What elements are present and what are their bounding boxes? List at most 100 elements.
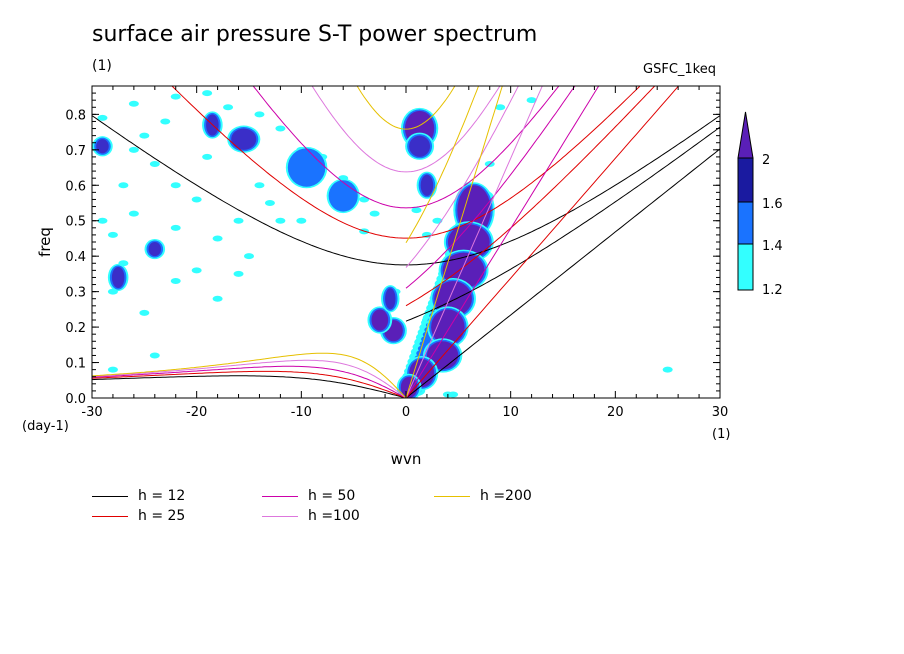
- y-axis-label: freq: [36, 227, 54, 257]
- kelvin-curve: [405, 86, 680, 398]
- rossby-curve: [92, 352, 407, 398]
- contour-speckle: [662, 366, 673, 373]
- contour-speckle: [128, 210, 139, 217]
- colorbar-arrow: [737, 111, 754, 159]
- rossby-curve: [92, 365, 407, 398]
- contour-speckle: [149, 161, 160, 167]
- colorbar-segment: [737, 157, 754, 203]
- contour-speckle: [411, 207, 422, 214]
- legend-label: h = 12: [138, 488, 186, 504]
- legend-swatch: [262, 515, 298, 517]
- contour-blob: [330, 181, 356, 211]
- x-tick-label: 30: [712, 405, 729, 420]
- rossby-curve: [92, 375, 407, 398]
- contour-speckle: [359, 196, 370, 203]
- contour-speckle: [170, 224, 181, 231]
- contour-speckle: [128, 100, 139, 107]
- mrg-curve: [405, 126, 720, 322]
- contour-speckle: [202, 153, 213, 160]
- contour-speckle: [149, 352, 160, 359]
- colorbar-label: 1.4: [762, 239, 783, 254]
- contour-speckle: [97, 217, 108, 224]
- model-label: GSFC_1keq: [643, 62, 716, 77]
- x-tick-label: -30: [81, 405, 102, 420]
- y-tick-label: 0.3: [65, 286, 86, 301]
- y-tick-label: 0.0: [65, 392, 86, 407]
- contour-speckle: [296, 217, 307, 224]
- x-tick-label: 0: [402, 405, 410, 420]
- chart-title: surface air pressure S-T power spectrum: [92, 22, 538, 47]
- contour-speckle: [107, 366, 118, 373]
- inertia-gravity-curve: [252, 86, 560, 209]
- contour-speckle: [212, 295, 223, 302]
- kelvin-curve: [405, 148, 720, 398]
- y-tick-label: 0.2: [65, 321, 86, 336]
- contour-blob: [289, 149, 324, 186]
- colorbar-label: 1.6: [762, 197, 783, 212]
- contour-speckle: [264, 200, 275, 206]
- contour-speckle: [118, 182, 129, 189]
- contour-speckle: [139, 309, 150, 316]
- contour-speckle: [526, 97, 537, 104]
- contour-speckle: [275, 217, 286, 224]
- top-units-label: (1): [92, 58, 112, 74]
- kelvin-curve: [405, 86, 503, 398]
- legend-label: h =100: [308, 508, 360, 524]
- contour-blob: [371, 309, 389, 331]
- legend-item-h50: h = 50: [262, 488, 355, 504]
- contour-speckle: [244, 253, 254, 260]
- mrg-curve: [405, 86, 480, 244]
- contour-speckle: [107, 231, 118, 238]
- legend-label: h = 25: [138, 508, 186, 524]
- contour-speckle: [369, 210, 380, 217]
- plot-area: [92, 86, 720, 398]
- kelvin-curve: [405, 86, 600, 398]
- contour-speckle: [212, 235, 223, 242]
- x-unit-label: (1): [712, 427, 730, 442]
- legend-swatch: [92, 515, 128, 517]
- colorbar-segment: [737, 201, 754, 245]
- legend-label: h =200: [480, 488, 532, 504]
- legend-swatch: [434, 495, 470, 497]
- contour-blob: [431, 309, 465, 345]
- x-tick-label: -20: [186, 405, 207, 420]
- contour-speckle: [495, 104, 506, 111]
- y-tick-label: 0.1: [65, 357, 86, 372]
- y-tick-label: 0.6: [65, 179, 86, 194]
- y-unit-label: (day-1): [22, 419, 69, 434]
- contour-blob: [409, 135, 431, 157]
- x-tick-label: -10: [291, 405, 312, 420]
- colorbar-label: 1.2: [762, 283, 783, 298]
- mrg-curve: [405, 86, 519, 268]
- inertia-gravity-curve: [92, 115, 720, 266]
- legend-swatch: [92, 495, 128, 497]
- contour-speckle: [448, 391, 459, 398]
- contour-speckle: [128, 146, 139, 153]
- y-tick-label: 0.4: [65, 250, 86, 265]
- y-tick-label: 0.8: [65, 108, 86, 123]
- contour-speckle: [254, 111, 265, 118]
- contour-speckle: [233, 217, 244, 224]
- contour-speckle: [170, 278, 181, 284]
- x-tick-label: 10: [502, 405, 519, 420]
- mrg-curve: [405, 86, 656, 307]
- contour-blob: [111, 266, 125, 289]
- rossby-curve: [92, 370, 407, 398]
- kelvin-curve: [405, 86, 543, 398]
- contour-blob: [420, 174, 434, 196]
- legend-swatch: [262, 495, 298, 497]
- y-tick-label: 0.5: [65, 215, 86, 230]
- contour-speckle: [223, 104, 234, 111]
- contour-blob: [231, 128, 257, 150]
- contour-speckle: [233, 270, 244, 277]
- contour-speckle: [191, 267, 202, 274]
- colorbar-segment: [737, 243, 754, 291]
- legend-item-h100: h =100: [262, 508, 360, 524]
- contour-speckle: [160, 118, 171, 125]
- x-axis-label: wvn: [391, 450, 422, 468]
- contour-speckle: [170, 93, 181, 100]
- colorbar-label: 2: [762, 153, 770, 168]
- contour-blob: [96, 139, 109, 154]
- rossby-curve: [92, 359, 407, 398]
